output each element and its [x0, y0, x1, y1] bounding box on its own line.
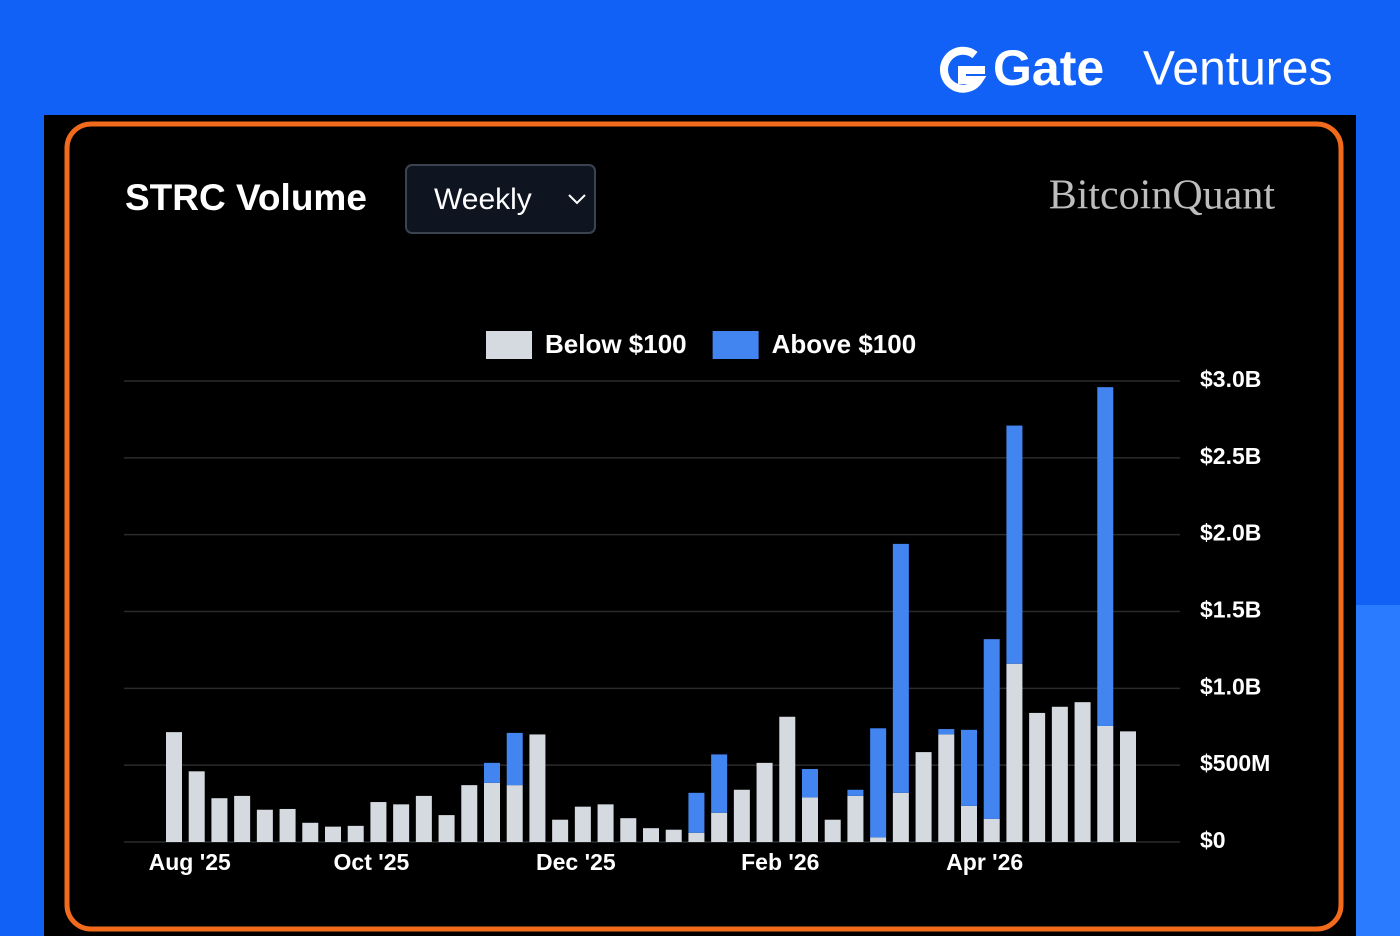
bar-segment [484, 782, 500, 842]
bar-segment [711, 812, 728, 842]
bar-segment [574, 806, 591, 842]
bar-segment [484, 762, 500, 783]
dropdown-label[interactable]: Weekly [434, 183, 532, 216]
brand-logo: Gate Ventures [940, 40, 1332, 96]
bar-segment [325, 826, 341, 842]
bar-segment [688, 792, 705, 833]
x-tick-label: Aug '25 [149, 849, 231, 875]
bar-segment [961, 729, 977, 806]
bar-segment [938, 729, 955, 735]
bar-segment [461, 785, 478, 842]
brand-suffix: Ventures [1143, 43, 1332, 96]
chart-card [64, 121, 1344, 932]
dropdown-box[interactable] [405, 164, 596, 234]
bar-segment [302, 822, 319, 842]
bar-segment [1029, 712, 1046, 842]
legend-swatch [712, 331, 759, 359]
legend-label: Above $100 [772, 329, 917, 359]
background-strip [1356, 605, 1400, 936]
bar-segment [983, 818, 1000, 842]
x-tick-label: Oct '25 [334, 849, 410, 875]
bar-segment [847, 789, 864, 796]
bar-segment [983, 639, 1000, 819]
bar-segment [961, 805, 977, 842]
bar-segment [665, 829, 682, 842]
bar-segment [1097, 725, 1114, 842]
y-tick-label: $1.5B [1200, 597, 1261, 623]
chart-title: STRC Volume [125, 177, 367, 218]
dropdown-chevron[interactable] [568, 194, 586, 205]
bar-segment [438, 815, 455, 842]
bar-segment [256, 809, 273, 842]
y-tick-label: $2.5B [1200, 443, 1261, 469]
bar-segment [756, 762, 773, 842]
y-tick-label: $500M [1200, 750, 1270, 776]
brand-name: Gate [993, 40, 1104, 96]
bar-segment [1120, 731, 1136, 842]
bar-segment [347, 825, 364, 842]
logo-icon [940, 46, 987, 93]
bar-segment [1097, 387, 1114, 726]
period-dropdown[interactable]: Weekly [405, 164, 596, 234]
bar-segment [393, 804, 410, 842]
bar-segment [733, 789, 750, 842]
bar-segment [779, 716, 796, 842]
x-tick-label: Feb '26 [741, 849, 819, 875]
bar-segment [1074, 702, 1091, 842]
bar-segment [892, 792, 909, 842]
bar-segment [824, 819, 841, 842]
bar-segment [370, 802, 387, 842]
bar-segment [506, 732, 523, 786]
bar-segment [688, 832, 705, 842]
legend-label: Below $100 [545, 329, 687, 359]
watermark: BitcoinQuant [1049, 173, 1276, 219]
bar-segment [279, 808, 296, 842]
bar-segment [802, 797, 818, 842]
bar-segment [802, 769, 818, 798]
y-tick-label: $1.0B [1200, 673, 1261, 699]
bar-segment [915, 752, 932, 842]
x-tick-label: Dec '25 [536, 849, 616, 875]
bar-segment [1006, 425, 1023, 664]
bar-segment [620, 818, 637, 842]
x-tick-label: Apr '26 [946, 849, 1023, 875]
bar-segment [188, 771, 205, 842]
bar-segment [1051, 706, 1068, 842]
bar-segment [870, 837, 887, 842]
bar-segment [506, 785, 523, 842]
bar-segment [552, 819, 569, 842]
bar-segment [234, 795, 251, 842]
bar-segment [1006, 663, 1023, 842]
legend-swatch [486, 331, 532, 359]
bar-segment [529, 734, 546, 842]
bar-segment [847, 795, 864, 842]
bar-segment [938, 734, 955, 842]
bar-segment [711, 754, 728, 813]
y-tick-label: $0 [1200, 827, 1226, 853]
bar-segment [870, 728, 887, 838]
bar-segment [597, 804, 614, 842]
bar-segment [643, 828, 659, 842]
bar-segment [166, 732, 182, 842]
y-tick-label: $2.0B [1200, 520, 1261, 546]
y-tick-label: $3.0B [1200, 366, 1261, 392]
bar-segment [892, 543, 909, 793]
bar-segment [415, 795, 432, 842]
bar-segment [211, 798, 228, 842]
